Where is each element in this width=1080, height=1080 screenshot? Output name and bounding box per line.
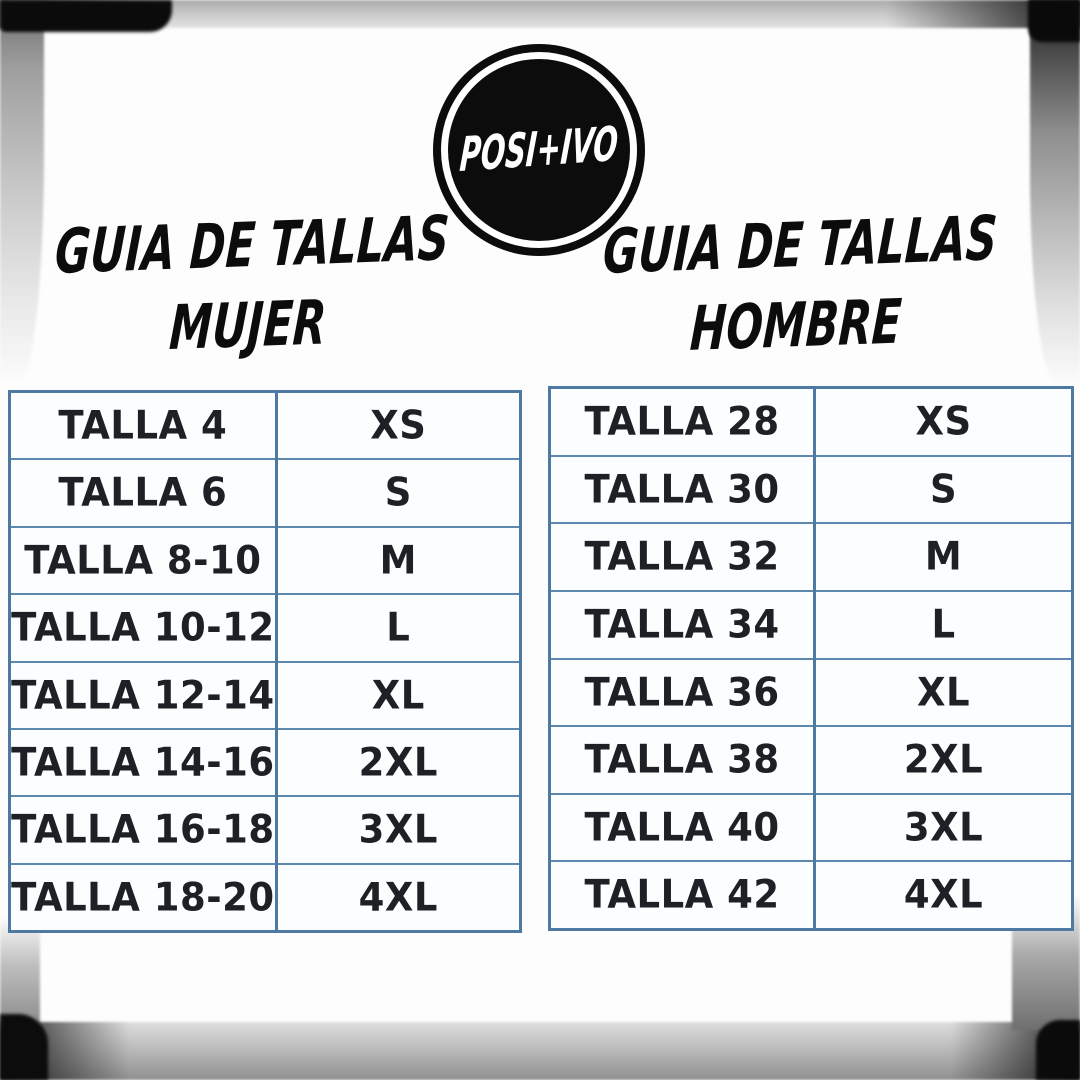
talla-cell: TALLA 32 xyxy=(551,522,817,592)
size-cell: XS xyxy=(915,399,972,445)
title-women: GUIA DE TALLAS MUJER xyxy=(35,199,466,373)
brand-logo: POSI+IVO xyxy=(433,44,645,256)
title-men-line1: GUIA DE TALLAS xyxy=(601,202,999,288)
talla-cell: TALLA 40 xyxy=(551,793,817,863)
table-row: TALLA 16-18 3XL xyxy=(11,795,519,865)
talla-cell: TALLA 12-14 xyxy=(11,660,278,730)
talla-cell: TALLA 18-20 xyxy=(11,862,278,932)
size-cell: M xyxy=(924,534,963,580)
talla-cell: TALLA 30 xyxy=(551,454,817,524)
grunge-top-left-blob xyxy=(0,0,172,32)
size-cell: L xyxy=(931,602,956,648)
table-row: TALLA 42 4XL xyxy=(551,860,1071,930)
talla-cell: TALLA 38 xyxy=(551,725,817,795)
title-women-line2: MUJER xyxy=(167,286,329,364)
talla-cell: TALLA 28 xyxy=(551,387,817,457)
talla-cell: TALLA 4 xyxy=(11,391,278,461)
grunge-top-band xyxy=(0,0,1080,28)
size-cell: 3XL xyxy=(903,804,984,851)
table-row: TALLA 8-10 M xyxy=(11,525,519,595)
table-row: TALLA 30 S xyxy=(551,454,1071,524)
table-row: TALLA 28 XS xyxy=(551,387,1071,457)
brand-name: POSI+IVO xyxy=(458,117,620,183)
talla-cell: TALLA 10-12 xyxy=(11,593,278,663)
table-row: TALLA 12-14 XL xyxy=(11,660,519,730)
size-cell: S xyxy=(384,470,412,516)
size-cell: 4XL xyxy=(358,874,439,920)
table-row: TALLA 40 3XL xyxy=(551,792,1071,863)
size-cell: S xyxy=(930,466,958,513)
title-women-line1: GUIA DE TALLAS xyxy=(53,202,451,288)
title-men: GUIA DE TALLAS HOMBRE xyxy=(583,199,1014,373)
women-size-table: TALLA 4 XS TALLA 6 S TALLA 8-10 M TALLA … xyxy=(8,390,522,933)
grunge-bottom-left-blob xyxy=(0,1014,48,1080)
table-row: TALLA 36 XL xyxy=(551,657,1071,727)
men-size-table: TALLA 28 XS TALLA 30 S TALLA 32 M TALLA … xyxy=(548,386,1074,931)
size-cell: 2XL xyxy=(358,739,439,786)
table-row: TALLA 6 S xyxy=(11,458,519,528)
size-cell: L xyxy=(386,605,411,651)
table-row: TALLA 10-12 L xyxy=(11,593,519,663)
talla-cell: TALLA 14-16 xyxy=(11,728,278,797)
size-cell: 2XL xyxy=(903,737,984,783)
talla-cell: TALLA 36 xyxy=(551,657,817,727)
talla-cell: TALLA 34 xyxy=(551,590,817,660)
size-cell: 4XL xyxy=(903,872,984,918)
talla-cell: TALLA 6 xyxy=(11,458,278,528)
talla-cell: TALLA 8-10 xyxy=(11,526,278,595)
table-row: TALLA 4 XS xyxy=(11,391,519,461)
table-row: TALLA 34 L xyxy=(551,589,1071,660)
size-cell: M xyxy=(379,537,417,584)
size-cell: XS xyxy=(370,403,427,449)
grunge-bottom-band xyxy=(0,1022,1080,1080)
grunge-right-strip-top xyxy=(1030,0,1080,385)
table-row: TALLA 38 2XL xyxy=(551,725,1071,795)
size-cell: XL xyxy=(371,672,425,718)
table-row: TALLA 18-20 4XL xyxy=(11,862,519,932)
table-row: TALLA 14-16 2XL xyxy=(11,727,519,797)
table-row: TALLA 32 M xyxy=(551,522,1071,592)
size-cell: 3XL xyxy=(358,807,439,853)
logo-ring-icon xyxy=(441,52,637,248)
talla-cell: TALLA 16-18 xyxy=(11,795,278,865)
title-men-line2: HOMBRE xyxy=(688,285,904,365)
grunge-bottom-right-blob xyxy=(1036,1020,1080,1080)
size-cell: XL xyxy=(917,669,971,715)
grunge-top-right-blob xyxy=(1028,0,1080,42)
talla-cell: TALLA 42 xyxy=(551,860,817,930)
